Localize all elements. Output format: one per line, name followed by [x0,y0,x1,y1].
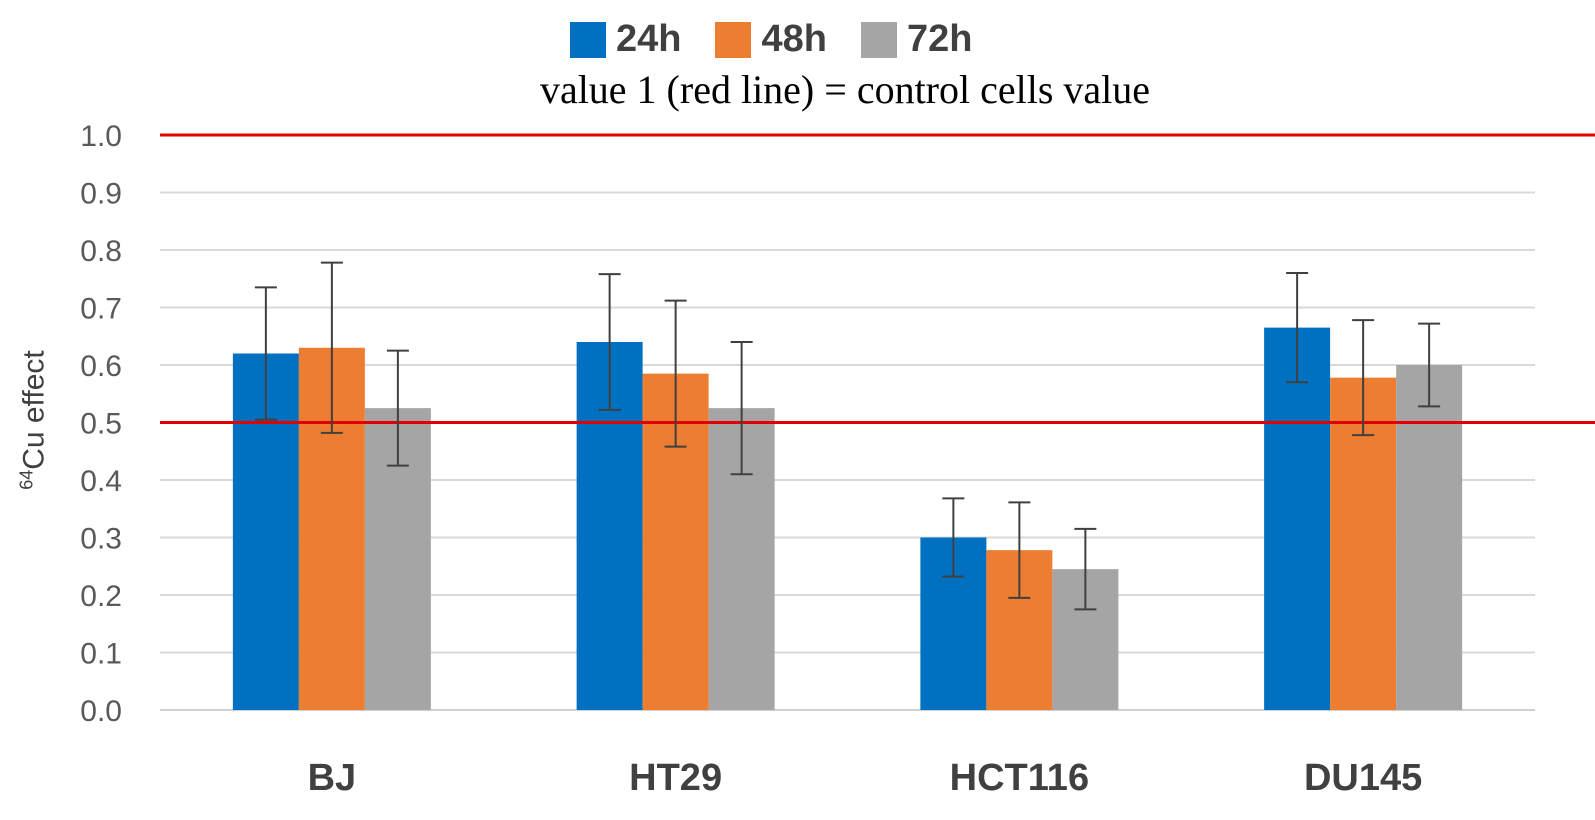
legend-label-48h: 48h [761,18,827,60]
y-tick-label: 0.2 [80,580,122,613]
bar-72h-DU145 [1396,365,1463,710]
y-tick-label: 0.9 [80,178,122,211]
y-tick-label: 0.1 [80,638,122,671]
y-tick-label: 0.7 [80,293,122,326]
legend-swatch-72h [860,21,897,58]
legend-swatch-48h [715,21,752,58]
legend-item-72h: 72h [860,18,973,61]
x-category-label: DU145 [1304,757,1422,799]
legend: 24h 48h 72h [570,18,1006,61]
y-tick-label: 0.8 [80,235,122,268]
y-tick-label: 0.4 [80,465,122,498]
y-tick-label: 0.6 [80,350,122,383]
chart-subtitle: value 1 (red line) = control cells value [539,67,1151,112]
x-category-label: HT29 [629,757,722,799]
x-category-label: BJ [308,757,357,799]
legend-swatch-24h [570,21,606,58]
x-category-label: HCT116 [950,757,1089,799]
y-tick-label: 0.0 [80,695,122,728]
legend-item-48h: 48h [715,18,827,61]
y-tick-label: 0.3 [80,523,122,556]
y-tick-label: 0.5 [80,408,122,441]
legend-item-24h: 24h [570,18,681,61]
bar-24h-DU145 [1264,327,1331,710]
legend-label-72h: 72h [906,18,973,60]
y-tick-label: 1.0 [80,120,122,153]
legend-label-24h: 24h [616,18,682,60]
